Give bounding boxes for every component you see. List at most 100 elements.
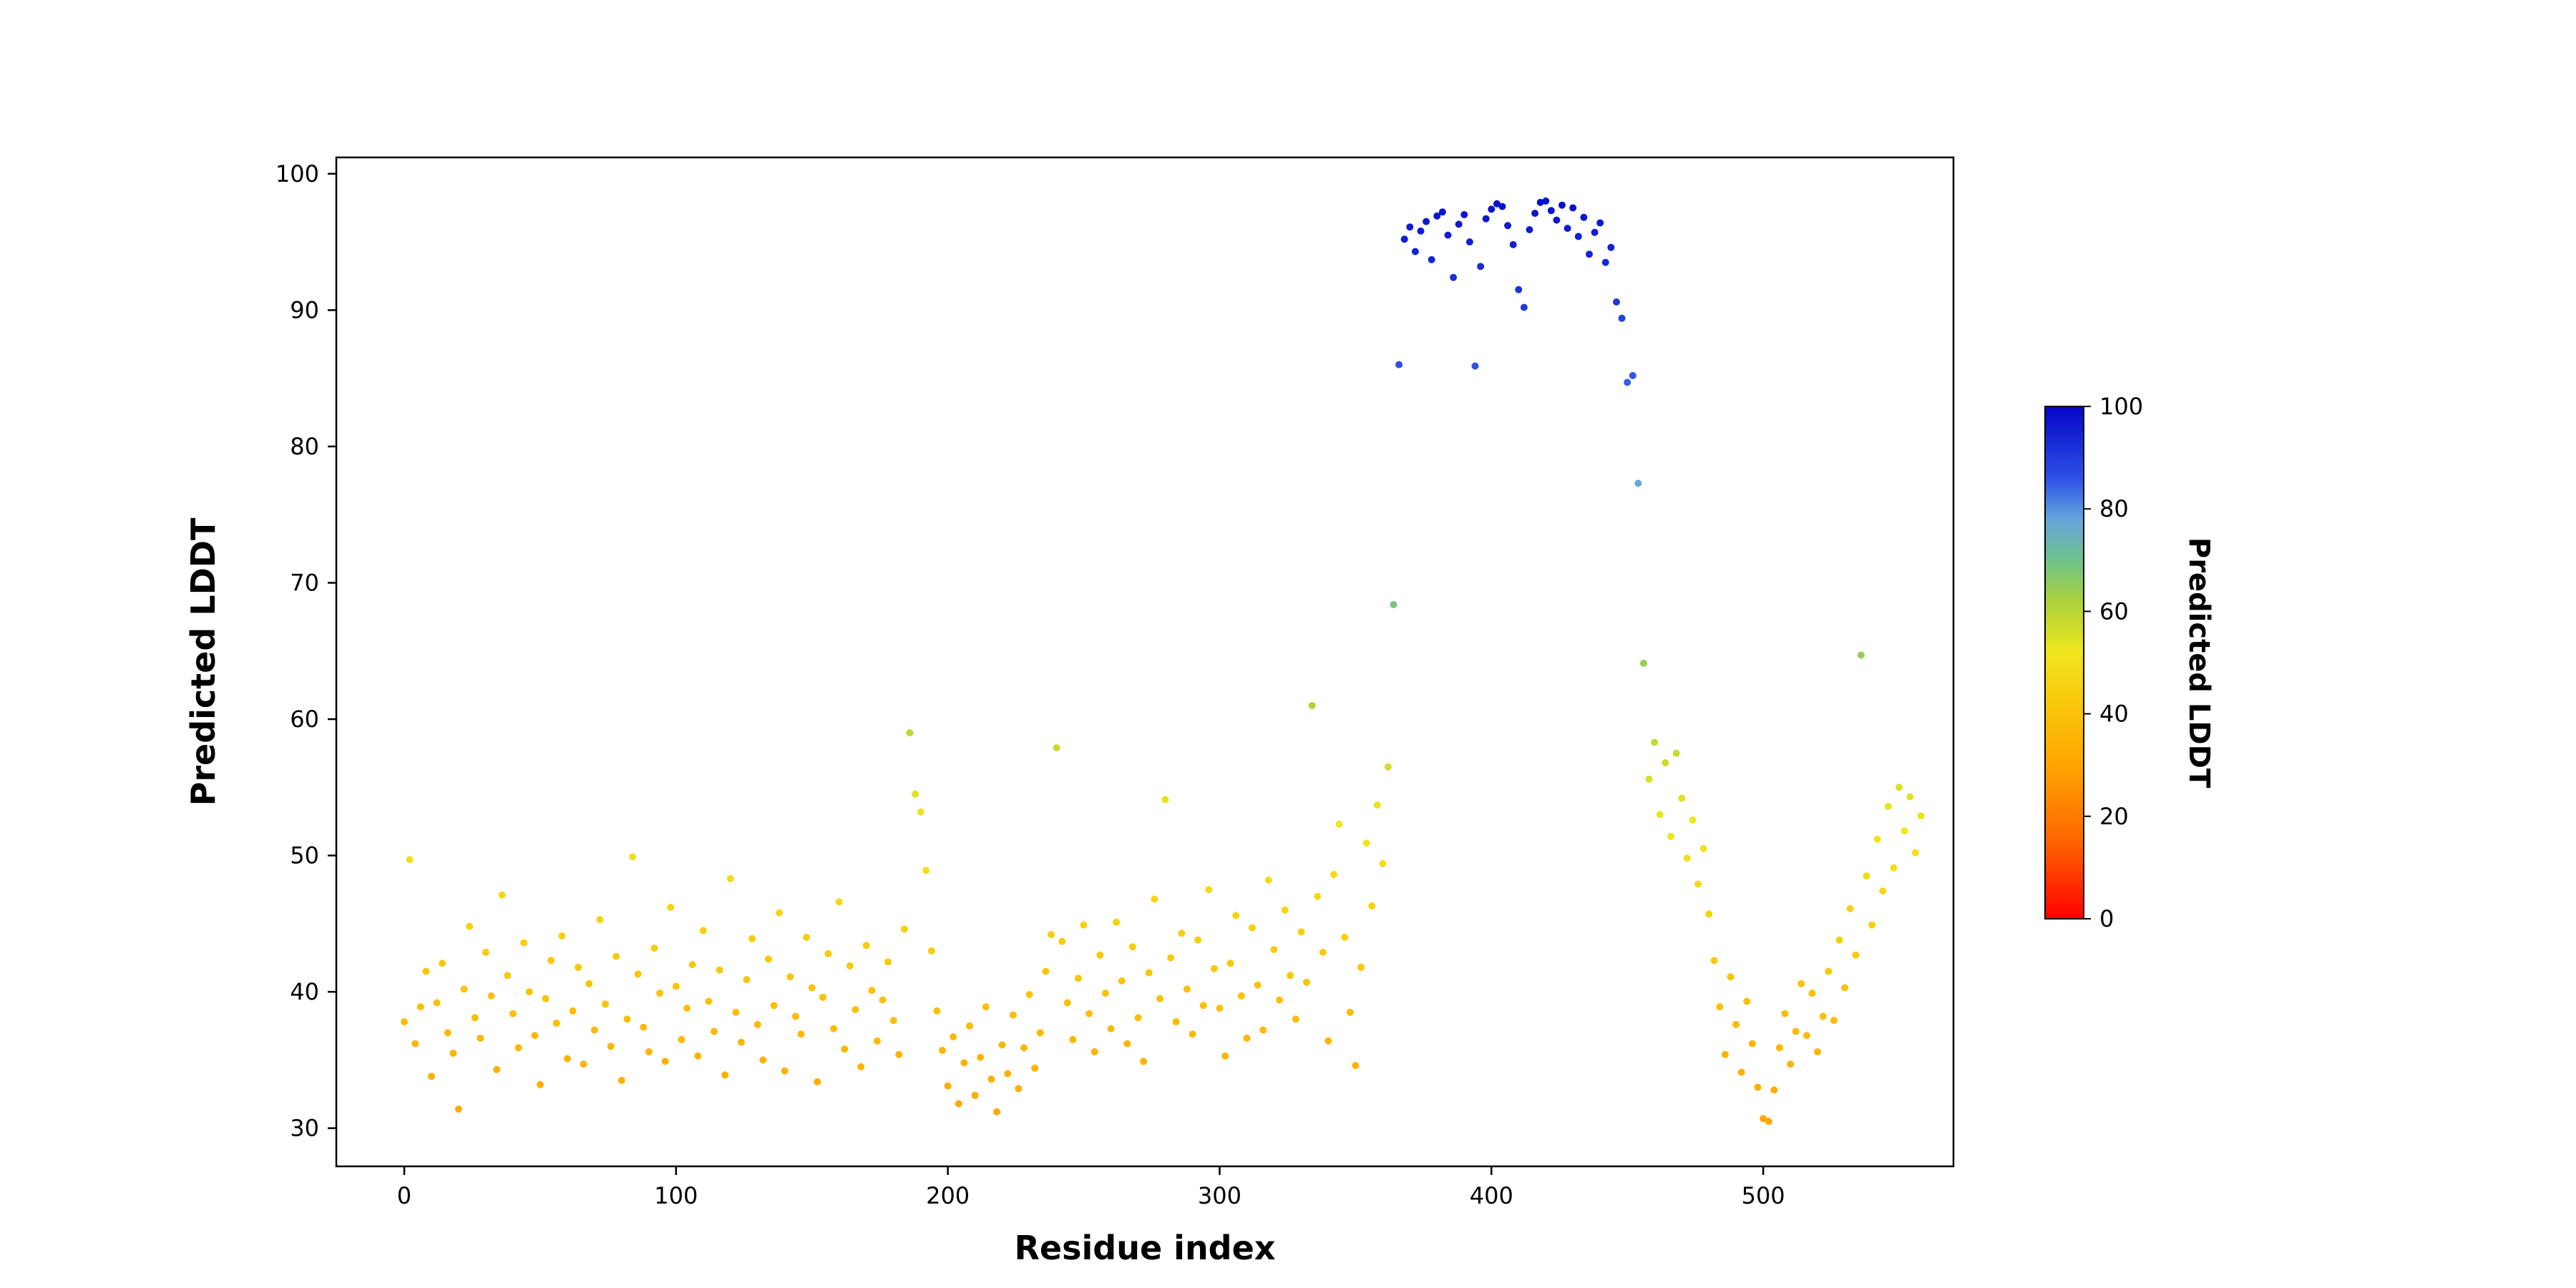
data-point <box>1140 1058 1148 1065</box>
data-point <box>1634 479 1642 487</box>
data-point <box>939 1047 946 1054</box>
data-point <box>1607 243 1615 251</box>
data-point <box>531 1032 539 1040</box>
data-point <box>737 1038 745 1046</box>
data-point <box>661 1058 669 1065</box>
data-point <box>1613 298 1620 306</box>
y-axis-label: Predicted LDDT <box>184 517 223 806</box>
data-point <box>1716 1003 1724 1011</box>
data-point <box>401 1018 408 1025</box>
data-point <box>1216 1005 1224 1012</box>
data-point <box>786 973 794 981</box>
data-point <box>1890 864 1898 872</box>
data-point <box>650 945 658 952</box>
data-point <box>1249 924 1256 932</box>
data-point <box>1917 812 1925 820</box>
data-point <box>1678 794 1686 802</box>
data-point <box>1096 951 1104 959</box>
data-point <box>1765 1118 1772 1126</box>
data-point <box>1151 895 1158 903</box>
data-point <box>732 1008 740 1016</box>
data-point <box>1352 1062 1360 1069</box>
data-point <box>1237 992 1245 1000</box>
data-point <box>1569 204 1577 212</box>
data-point <box>536 1080 544 1088</box>
data-point <box>590 1026 598 1034</box>
data-point <box>1292 1015 1299 1023</box>
data-point <box>439 960 447 967</box>
data-point <box>1183 985 1191 993</box>
data-point <box>1601 258 1609 266</box>
data-point <box>1509 240 1517 248</box>
data-point <box>1710 957 1718 965</box>
data-point <box>1760 1115 1767 1123</box>
data-point <box>1901 827 1908 835</box>
data-point <box>1651 738 1659 746</box>
colorbar-tick-label: 80 <box>2099 495 2129 522</box>
data-point <box>1705 910 1713 918</box>
data-point <box>1656 811 1664 819</box>
data-point <box>753 1020 761 1028</box>
data-point <box>1276 996 1283 1004</box>
data-point <box>1178 930 1186 937</box>
data-point <box>1015 1085 1023 1093</box>
data-point <box>1308 702 1316 709</box>
data-point <box>1879 887 1887 895</box>
data-point <box>1330 871 1337 879</box>
data-point <box>1270 946 1278 953</box>
data-point <box>857 1063 865 1070</box>
data-point <box>721 1071 729 1079</box>
data-point <box>1395 361 1403 369</box>
data-point <box>1852 951 1860 959</box>
data-point <box>1792 1028 1800 1035</box>
data-point <box>1645 775 1653 783</box>
data-point <box>906 729 914 737</box>
data-point <box>569 1007 577 1015</box>
data-point <box>1465 238 1473 246</box>
data-point <box>411 1040 419 1048</box>
data-point <box>1368 902 1376 910</box>
data-point <box>1063 999 1071 1007</box>
data-point <box>1477 263 1485 270</box>
data-point <box>1210 965 1218 972</box>
data-point <box>1101 990 1109 997</box>
data-point <box>498 891 506 899</box>
data-point <box>1868 921 1876 929</box>
data-point <box>819 993 826 1001</box>
data-point <box>1205 886 1213 894</box>
data-point <box>1558 201 1566 209</box>
data-point <box>406 856 414 864</box>
data-point <box>1884 803 1892 810</box>
data-point <box>1455 220 1463 228</box>
x-tick-label: 0 <box>397 1182 411 1209</box>
colorbar-tick-label: 100 <box>2099 393 2143 420</box>
data-point <box>1390 601 1397 608</box>
data-point <box>509 1010 517 1018</box>
data-point <box>1547 207 1555 215</box>
data-point <box>1335 820 1343 828</box>
data-point <box>824 950 832 957</box>
data-point <box>1640 659 1647 667</box>
data-point <box>1802 1032 1810 1040</box>
data-point <box>694 1052 702 1060</box>
data-point <box>1406 223 1414 231</box>
data-point <box>944 1082 952 1090</box>
data-point <box>683 1005 691 1012</box>
data-point <box>1683 854 1691 862</box>
colorbar-tick-label: 40 <box>2099 701 2129 728</box>
x-tick-label: 200 <box>926 1182 970 1209</box>
data-point <box>1520 303 1528 311</box>
data-point <box>1689 816 1697 824</box>
data-point <box>1438 208 1446 216</box>
data-point <box>1580 213 1588 221</box>
data-point <box>613 952 620 960</box>
data-point <box>1091 1048 1098 1055</box>
data-point <box>645 1048 653 1055</box>
data-point <box>1754 1083 1762 1091</box>
data-point <box>1314 892 1322 900</box>
data-point <box>1732 1020 1740 1028</box>
data-point <box>1857 651 1865 659</box>
data-point <box>895 1050 903 1058</box>
